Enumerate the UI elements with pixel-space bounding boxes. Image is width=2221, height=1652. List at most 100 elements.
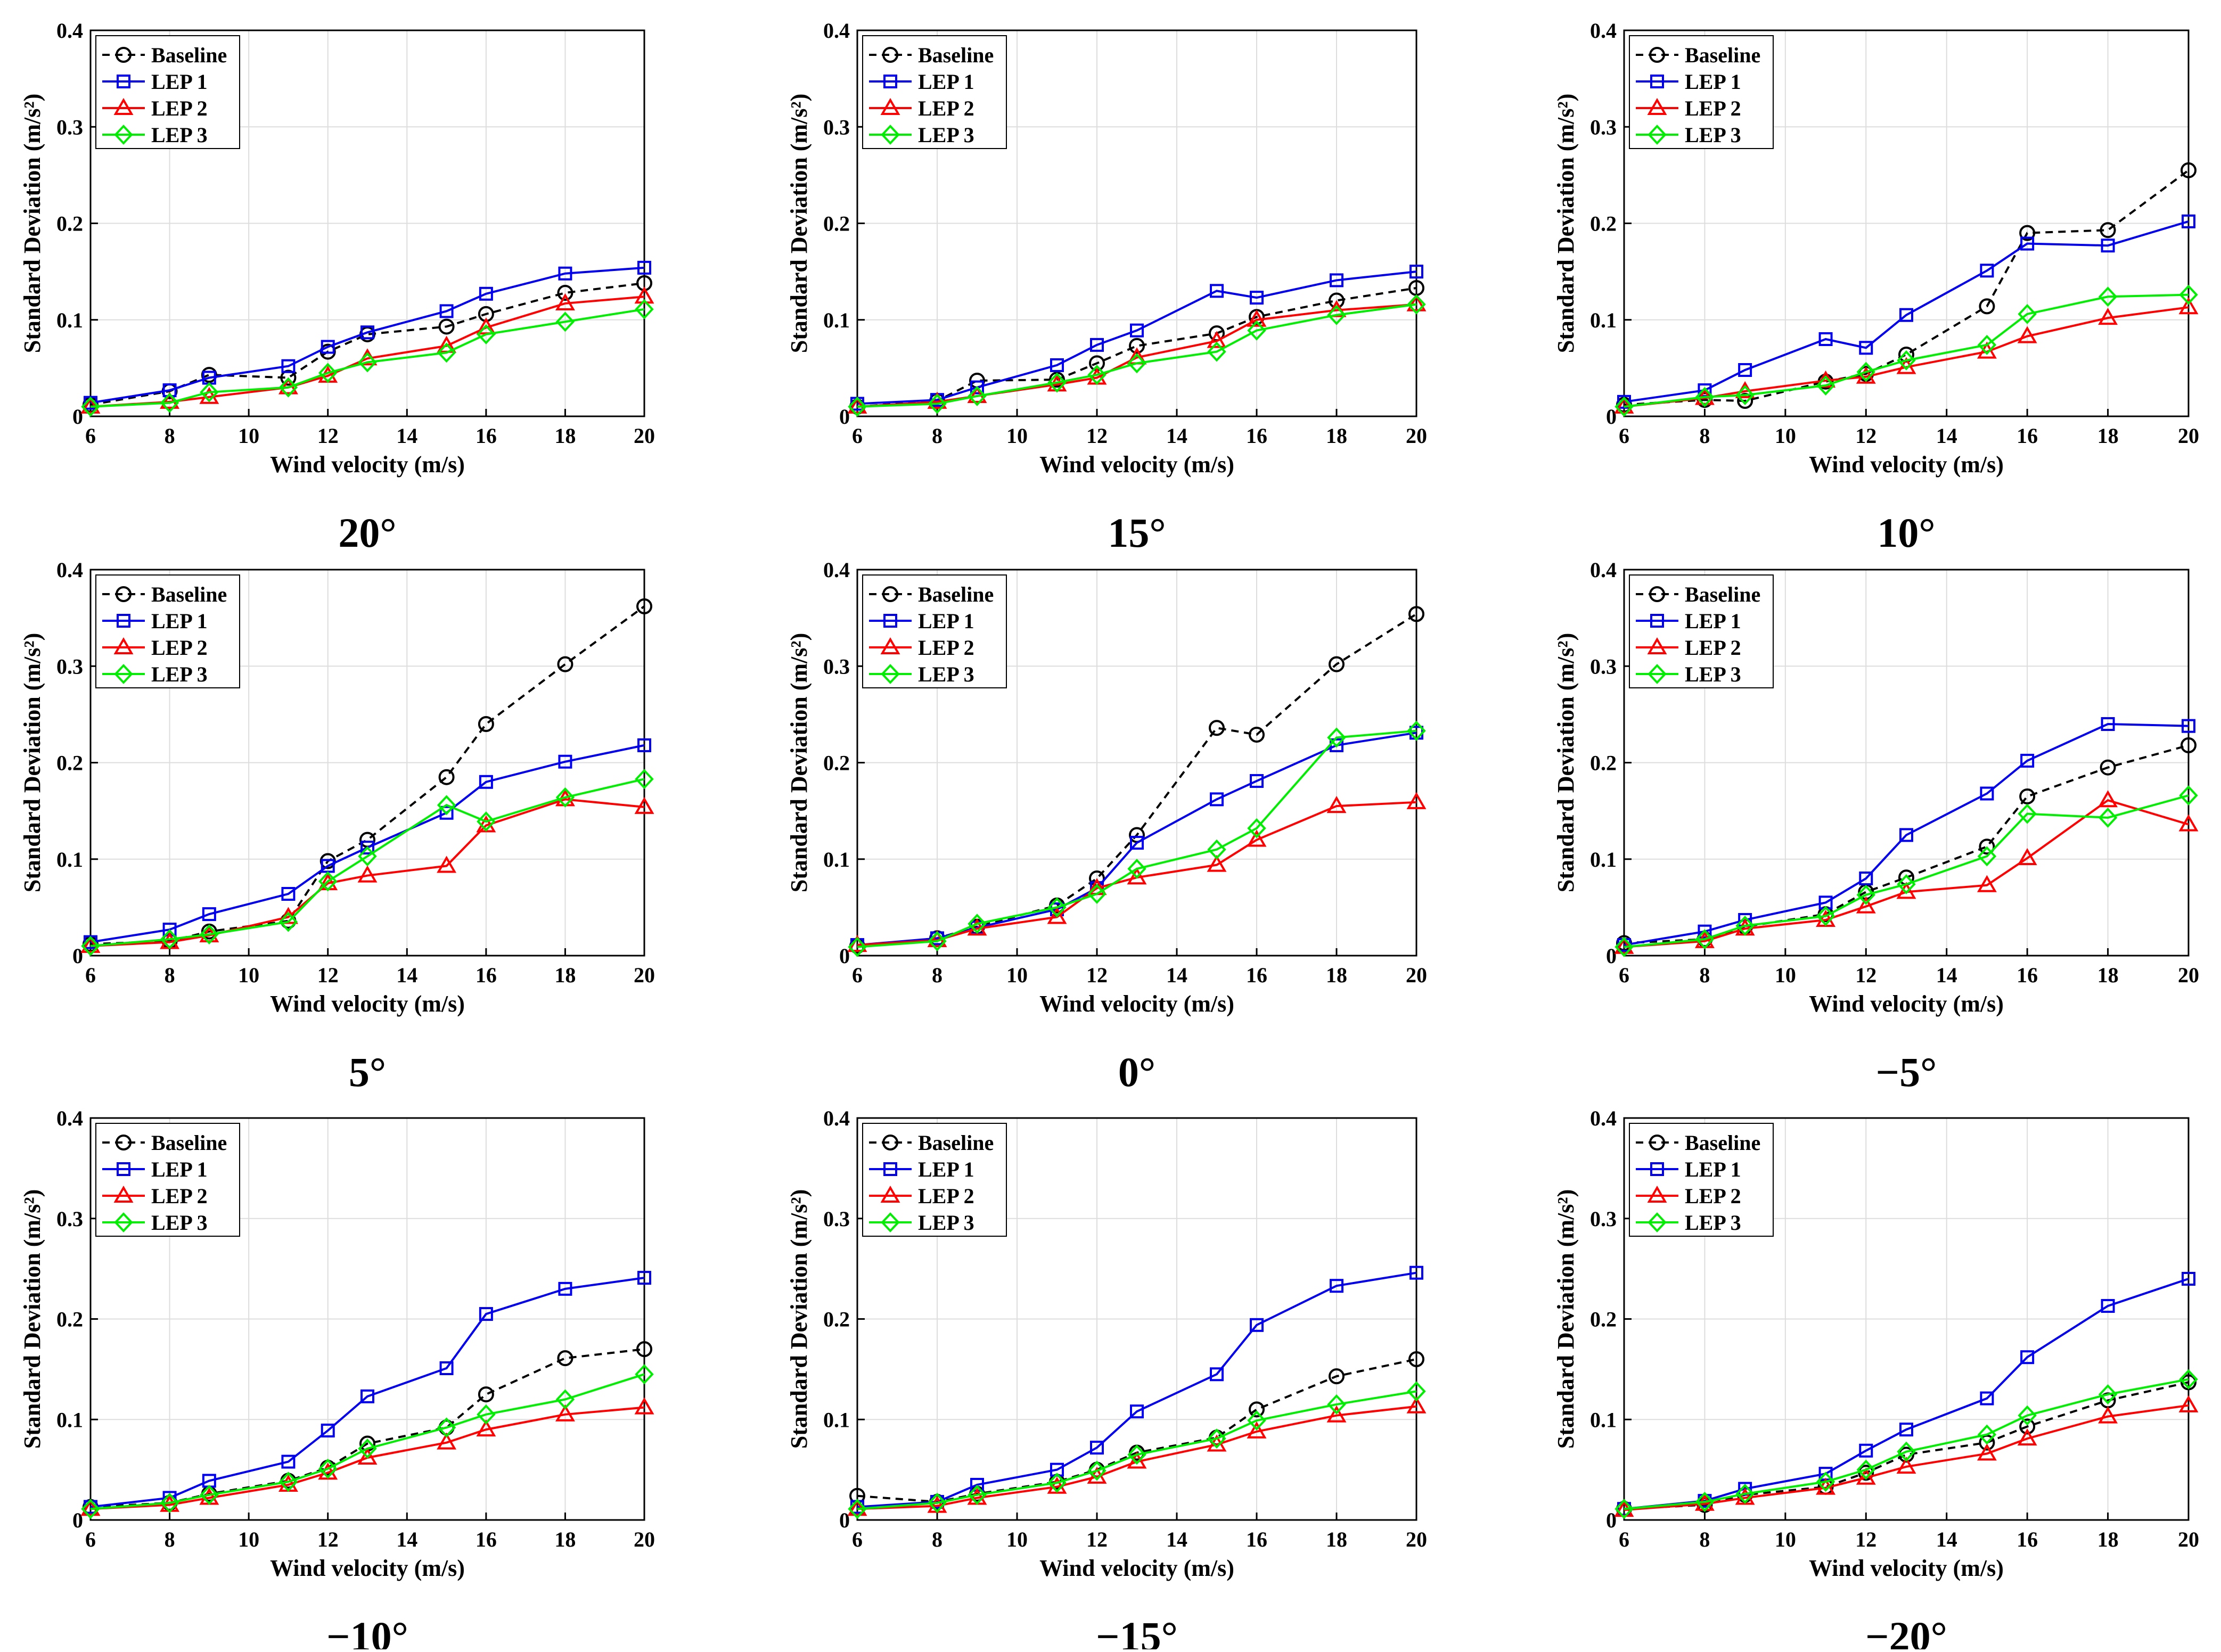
data-point-baseline	[438, 318, 455, 335]
data-point-lep-3	[968, 1484, 987, 1505]
legend-label-baseline: Baseline	[1685, 1131, 1760, 1155]
data-point-lep-2	[1127, 867, 1147, 885]
legend-label-lep-3: LEP 3	[918, 1211, 974, 1235]
legend-label-baseline: Baseline	[918, 43, 994, 67]
data-point-baseline	[2100, 222, 2116, 239]
x-tick-label: 10	[1775, 424, 1796, 448]
data-point-baseline	[2181, 737, 2197, 753]
legend-label-baseline: Baseline	[918, 582, 994, 606]
data-point-lep-1	[1980, 1391, 1994, 1406]
data-point-lep-3	[1897, 350, 1916, 371]
series-line-lep-1	[90, 744, 645, 943]
data-point-baseline	[2019, 1418, 2036, 1435]
data-point-lep-2	[1326, 796, 1347, 813]
data-point-baseline	[1979, 1434, 1995, 1451]
data-point-lep-2	[1977, 1443, 1997, 1461]
y-axis-label: Standard Deviation (m/s²)	[786, 1189, 812, 1449]
x-tick-label: 14	[1166, 963, 1187, 987]
y-tick-label: 0.2	[1590, 212, 1617, 236]
data-point-lep-2	[634, 796, 654, 814]
data-point-lep-2	[1406, 294, 1427, 311]
chart-panel-6: 6 8 10 12 14 16 18 20 0 0.1 0.2 0.3 0.4 Wind velocity…	[1553, 558, 2199, 1095]
chart-panel-3: 6 8 10 12 14 16 18 20 0 0.1 0.2 0.3 0.4 Wind velocity…	[1553, 19, 2199, 556]
data-point-lep-3	[477, 811, 496, 832]
data-point-lep-1	[1130, 835, 1144, 850]
y-tick-label: 0	[839, 1508, 850, 1532]
x-tick-label: 10	[1006, 424, 1028, 448]
data-point-baseline	[478, 1386, 494, 1403]
data-point-lep-1	[970, 380, 984, 394]
data-point-lep-3	[1127, 858, 1146, 879]
y-tick-label: 0.4	[56, 1106, 83, 1130]
data-point-lep-1	[162, 383, 177, 398]
y-tick-label: 0.4	[1590, 1106, 1617, 1130]
legend-label-lep-1: LEP 1	[918, 1157, 974, 1181]
data-point-lep-3	[1087, 1460, 1107, 1481]
data-point-lep-3	[477, 1404, 496, 1425]
legend-marker-lep-1	[1650, 614, 1664, 628]
y-tick-label: 0	[72, 944, 83, 968]
series-line-lep-1	[857, 270, 1417, 405]
data-point-lep-3	[555, 311, 575, 332]
data-point-lep-1	[637, 260, 651, 275]
data-point-lep-3	[1614, 1499, 1634, 1519]
x-tick-label: 20	[1406, 963, 1427, 987]
data-point-lep-3	[1047, 1473, 1067, 1493]
data-point-lep-1	[479, 775, 493, 789]
data-point-lep-3	[1695, 929, 1715, 950]
x-tick-label: 18	[1326, 963, 1347, 987]
legend-label-lep-2: LEP 2	[151, 1184, 208, 1208]
series-line-lep-1	[90, 266, 645, 404]
legend-label-lep-2: LEP 2	[151, 96, 208, 120]
y-axis-label: Standard Deviation (m/s²)	[19, 1189, 45, 1449]
y-axis-label: Standard Deviation (m/s²)	[1553, 94, 1579, 353]
data-point-lep-2	[1326, 1405, 1347, 1423]
data-point-lep-1	[1859, 872, 1873, 885]
data-point-lep-1	[1330, 1279, 1343, 1293]
chart-panel-5: 6 8 10 12 14 16 18 20 0 0.1 0.2 0.3 0.4 Wind velocity…	[786, 558, 1427, 1095]
data-point-lep-3	[81, 935, 100, 956]
y-tick-label: 0.4	[56, 19, 83, 43]
data-point-lep-3	[200, 924, 219, 945]
data-point-lep-3	[1816, 375, 1835, 396]
data-point-lep-3	[968, 914, 987, 934]
data-point-lep-1	[1980, 786, 1994, 801]
series-line-lep-3	[90, 778, 645, 947]
x-tick-label: 12	[317, 1527, 339, 1551]
legend-marker-lep-3	[114, 664, 133, 684]
y-tick-label: 0.4	[823, 1106, 850, 1130]
data-point-lep-1	[637, 738, 651, 752]
data-point-lep-3	[1047, 897, 1067, 918]
x-tick-label: 18	[554, 1527, 576, 1551]
data-point-baseline	[557, 1350, 573, 1367]
x-tick-label: 6	[85, 424, 96, 448]
x-tick-label: 14	[1936, 424, 1957, 448]
x-tick-label: 6	[85, 1527, 96, 1551]
legend-label-lep-1: LEP 1	[918, 609, 974, 633]
data-point-lep-3	[1247, 320, 1266, 341]
legend-marker-lep-2	[113, 97, 134, 115]
y-tick-label: 0.1	[56, 308, 83, 332]
x-tick-label: 16	[2017, 424, 2038, 448]
data-point-lep-1	[1738, 363, 1752, 377]
data-point-lep-1	[1130, 1404, 1144, 1419]
data-point-lep-1	[1698, 924, 1712, 939]
series-line-baseline	[857, 613, 1417, 947]
y-tick-label: 0.2	[56, 1308, 83, 1332]
data-point-lep-3	[2098, 807, 2118, 828]
x-axis-label: Wind velocity (m/s)	[270, 991, 465, 1017]
data-point-lep-3	[2018, 1405, 2037, 1426]
x-tick-label: 14	[1936, 1527, 1957, 1551]
y-tick-label: 0	[839, 944, 850, 968]
data-point-lep-2	[1856, 1467, 1876, 1485]
y-axis-label: Standard Deviation (m/s²)	[786, 94, 812, 353]
data-point-lep-3	[358, 846, 377, 867]
data-point-lep-1	[2182, 214, 2195, 228]
panel-caption: −10°	[326, 1613, 408, 1649]
data-point-lep-2	[2178, 297, 2199, 315]
data-point-baseline	[1979, 839, 1995, 855]
y-tick-label: 0.3	[1590, 654, 1617, 678]
x-tick-label: 20	[634, 1527, 655, 1551]
x-tick-label: 6	[1619, 424, 1629, 448]
data-point-lep-1	[1090, 338, 1104, 352]
